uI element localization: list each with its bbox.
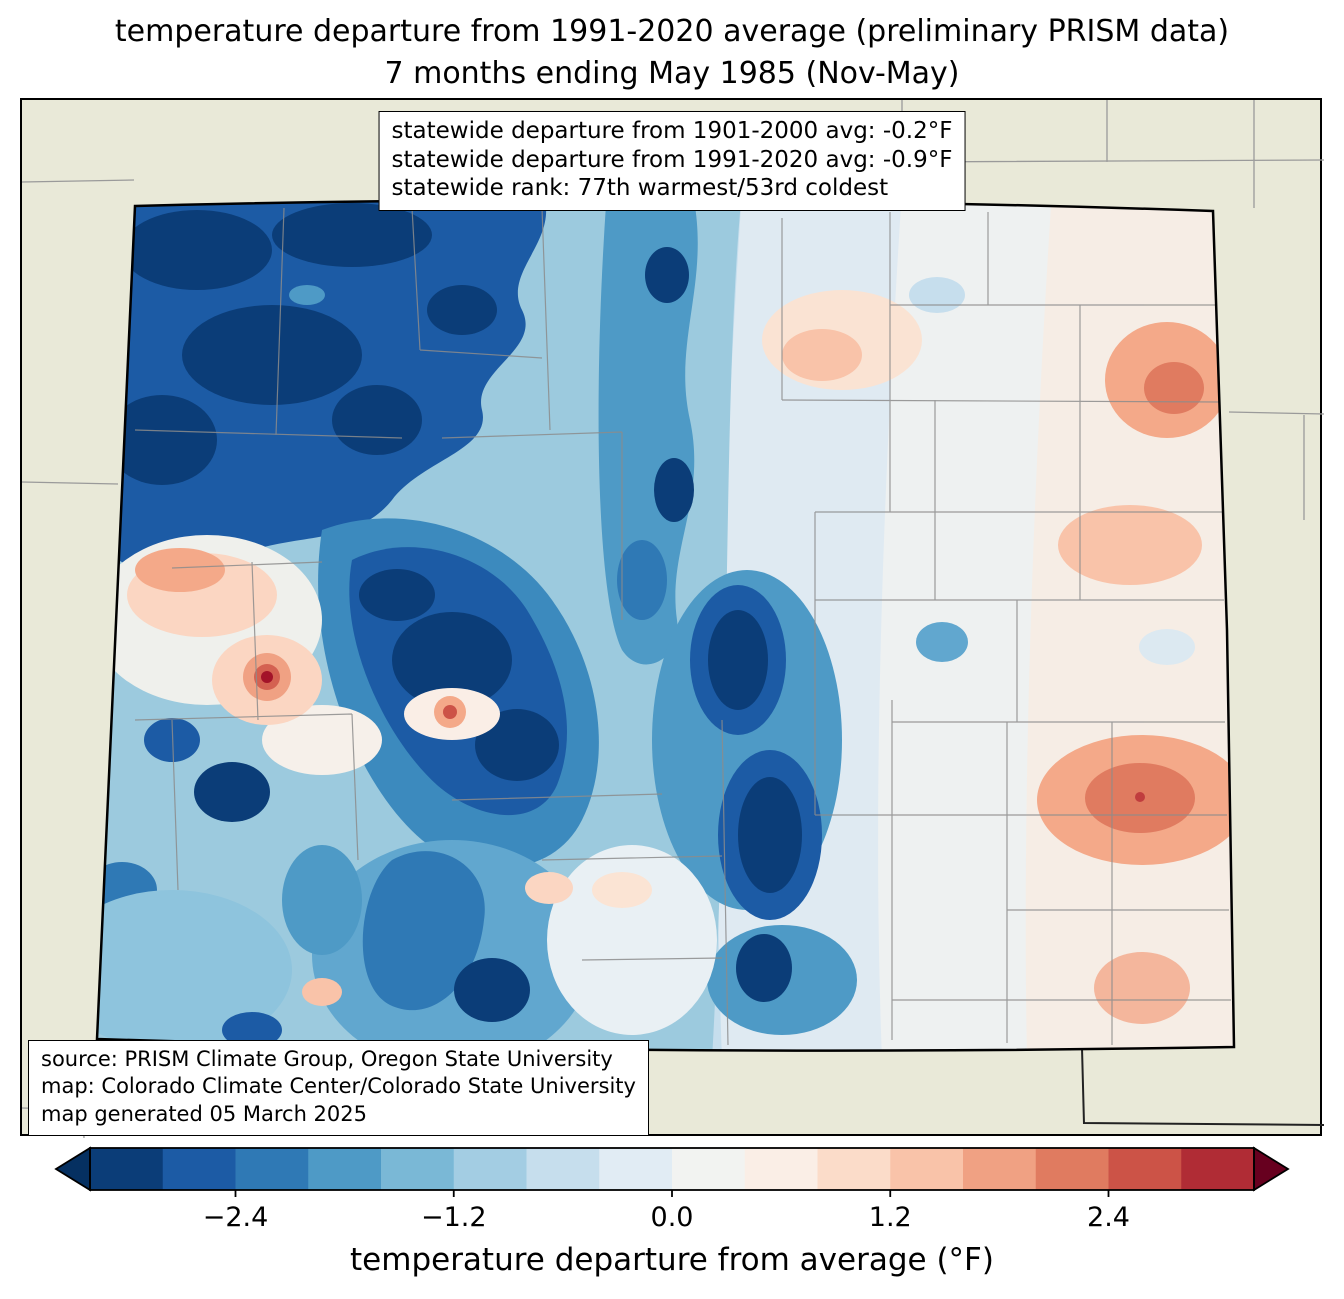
colorbar-tick-labels: −2.4 −1.2 0.0 1.2 2.4	[203, 1190, 1130, 1233]
colorbar-under-arrow	[54, 1146, 91, 1192]
stats-line-2: statewide departure from 1991-2020 avg: …	[391, 146, 953, 173]
svg-text:2.4: 2.4	[1087, 1202, 1130, 1233]
county-lines	[134, 207, 1231, 1046]
title-line-1: temperature departure from 1991-2020 ave…	[114, 14, 1230, 49]
stats-line-3: statewide rank: 77th warmest/53rd coldes…	[391, 175, 889, 202]
title-line-2: 7 months ending May 1985 (Nov-May)	[384, 56, 960, 91]
svg-text:1.2: 1.2	[869, 1202, 912, 1233]
svg-text:−1.2: −1.2	[421, 1202, 487, 1233]
source-box: source: PRISM Climate Group, Oregon Stat…	[28, 1040, 649, 1136]
source-line-1: source: PRISM Climate Group, Oregon Stat…	[41, 1047, 613, 1071]
source-line-3: map generated 05 March 2025	[41, 1101, 368, 1126]
svg-text:0.0: 0.0	[651, 1202, 694, 1233]
source-line-2: map: Colorado Climate Center/Colorado St…	[41, 1074, 636, 1099]
svg-text:−2.4: −2.4	[203, 1202, 269, 1233]
colorbar-over-arrow	[1253, 1146, 1290, 1192]
colorbar: −2.4 −1.2 0.0 1.2 2.4 temperature departure …	[0, 1140, 1344, 1299]
map-axes	[20, 98, 1324, 1138]
stats-box: statewide departure from 1901-2000 avg: …	[378, 111, 966, 211]
map-svg	[22, 100, 1324, 1138]
colorado-map	[97, 200, 1234, 1051]
stats-line-1: statewide departure from 1901-2000 avg: …	[391, 118, 953, 144]
colorbar-axis-label: temperature departure from average (°F)	[350, 1242, 994, 1278]
colorbar-svg: −2.4 −1.2 0.0 1.2 2.4 temperature departure …	[54, 1146, 1290, 1278]
colorbar-segments	[90, 1148, 1255, 1190]
